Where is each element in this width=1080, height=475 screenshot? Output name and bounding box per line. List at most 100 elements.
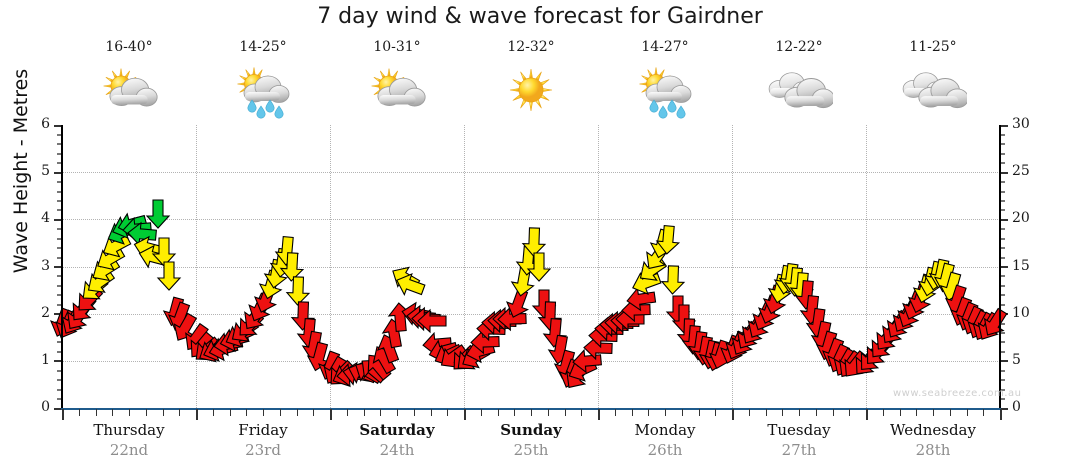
day-name: Wednesday	[890, 421, 976, 439]
h-gridline	[62, 172, 1000, 174]
sun-icon	[497, 60, 565, 120]
y-tick-minor-left	[57, 209, 62, 212]
x-tick-hour	[263, 409, 264, 416]
x-tick-hour	[497, 409, 499, 416]
y-tick-minor-left	[57, 303, 62, 306]
day-date: 24th	[379, 441, 415, 459]
weather-icon-wrap	[866, 60, 1000, 122]
x-tick-hour	[78, 409, 80, 416]
x-tick-hour	[631, 409, 633, 416]
x-tick-hour	[397, 409, 398, 416]
temperature-range: 10-31°	[373, 39, 421, 55]
y-tick-minor-left	[57, 228, 62, 231]
y-tick-minor-right	[1000, 199, 1005, 202]
x-tick-hour	[614, 409, 616, 416]
day-name: Monday	[634, 421, 696, 439]
x-tick-hour	[95, 409, 97, 416]
x-tick-day	[196, 409, 198, 420]
watermark: www.seabreeze.com.au	[893, 388, 1022, 399]
x-tick-hour	[447, 409, 449, 416]
y-tick-minor-right	[1000, 190, 1005, 193]
y-tick-mark-left	[54, 171, 62, 174]
x-tick-hour	[112, 409, 114, 416]
day-label-thursday: Thursday 22nd	[62, 420, 196, 460]
y-tick-minor-right	[1000, 284, 1005, 287]
y-tick-left-5: 5	[41, 163, 50, 180]
y-tick-minor-left	[57, 379, 62, 382]
day-divider-gridline	[464, 125, 465, 408]
y-tick-mark-left	[54, 218, 62, 221]
x-tick-hour	[212, 409, 214, 416]
day-name: Friday	[238, 421, 288, 439]
y-tick-minor-right	[1000, 322, 1005, 325]
day-label-tuesday: Tuesday 27th	[732, 420, 866, 460]
y-tick-minor-left	[57, 284, 62, 287]
y-tick-minor-left	[57, 294, 62, 297]
x-tick-hour	[380, 409, 382, 416]
y-tick-mark-right	[1000, 218, 1008, 221]
x-tick-hour	[799, 409, 800, 416]
day-label-monday: Monday 26th	[598, 420, 732, 460]
y-tick-minor-right	[1000, 152, 1005, 155]
x-tick-hour	[162, 409, 164, 416]
x-tick-hour	[413, 409, 415, 416]
y-tick-right-25: 25	[1012, 163, 1030, 180]
y-tick-mark-right	[1000, 266, 1008, 268]
x-tick-hour	[849, 409, 851, 416]
temperature-range: 12-32°	[507, 39, 555, 55]
x-tick-hour	[246, 409, 248, 416]
y-tick-left-0: 0	[41, 399, 50, 415]
h-gridline	[62, 219, 1000, 221]
y-tick-minor-right	[1000, 209, 1005, 212]
h-gridline	[62, 313, 1000, 315]
y-tick-minor-left	[57, 190, 62, 193]
y-tick-mark-left	[54, 266, 62, 268]
day-header-tuesday: 12-22°	[732, 38, 866, 122]
y-tick-right-0: 0	[1012, 399, 1021, 415]
h-gridline	[62, 360, 1000, 362]
day-header-friday: 14-25°	[196, 38, 330, 122]
x-tick-hour	[882, 409, 884, 416]
axis-left-line	[61, 125, 63, 409]
axis-right-line	[999, 125, 1001, 409]
x-tick-hour	[748, 409, 750, 416]
weather-icon-wrap	[598, 60, 732, 122]
y-tick-minor-right	[1000, 247, 1005, 250]
y-tick-mark-left	[54, 124, 62, 127]
y-tick-mark-right	[1000, 171, 1008, 174]
day-name: Saturday	[359, 421, 435, 439]
x-tick-hour	[547, 409, 549, 416]
x-tick-hour	[949, 409, 951, 416]
sun-behind-rain-cloud-icon	[631, 60, 699, 120]
day-header-saturday: 10-31°	[330, 38, 464, 122]
x-tick-hour	[229, 409, 231, 416]
y-tick-minor-right	[1000, 162, 1005, 165]
x-tick-hour	[966, 409, 968, 416]
day-date: 27th	[781, 441, 817, 459]
y-tick-minor-right	[1000, 350, 1005, 353]
day-divider-gridline	[866, 125, 867, 408]
x-tick-hour	[531, 409, 532, 416]
x-tick-day	[732, 409, 734, 420]
weather-icon-wrap	[732, 60, 866, 122]
x-tick-hour	[899, 409, 901, 416]
day-date: 22nd	[109, 441, 149, 459]
y-tick-minor-right	[1000, 256, 1005, 259]
y-tick-minor-right	[1000, 181, 1005, 184]
temperature-range: 14-27°	[641, 39, 689, 55]
y-tick-mark-right	[1000, 360, 1008, 363]
chart-plot-area	[49, 125, 1008, 408]
x-tick-hour	[313, 409, 315, 416]
x-tick-day	[598, 409, 600, 420]
day-label-sunday: Sunday 25th	[464, 420, 598, 460]
y-tick-minor-right	[1000, 228, 1005, 231]
page-title: 7 day wind & wave forecast for Gairdner	[317, 4, 763, 29]
y-tick-mark-left	[54, 407, 62, 410]
x-tick-hour	[564, 409, 566, 416]
sun-behind-rain-cloud-icon	[229, 60, 297, 120]
y-tick-minor-left	[57, 388, 62, 391]
y-tick-minor-left	[57, 237, 62, 240]
day-divider-gridline	[330, 125, 331, 408]
y-tick-minor-left	[57, 275, 62, 278]
day-date: 23rd	[245, 441, 281, 459]
